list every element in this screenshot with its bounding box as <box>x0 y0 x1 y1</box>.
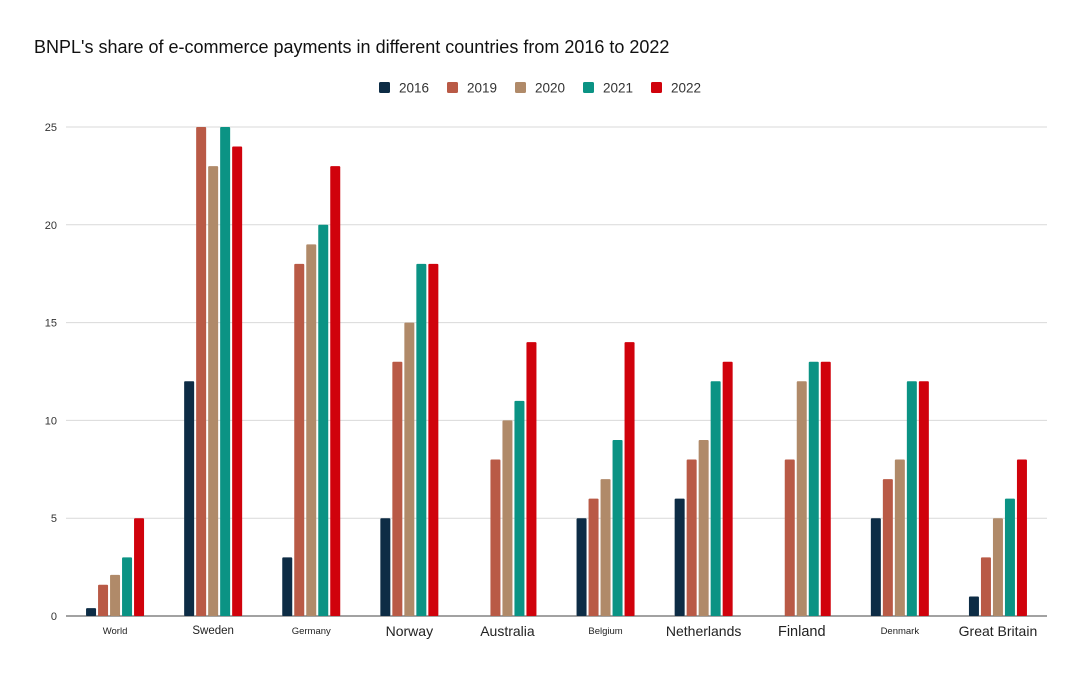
bar-denmark-2016 <box>870 518 881 616</box>
legend: 2016 2019 2020 2021 2022 <box>379 81 701 96</box>
bar-belgium-2022 <box>624 342 635 616</box>
bar-germany-2019 <box>294 263 305 616</box>
bar-germany-2021 <box>318 224 329 617</box>
bar-australia-2022 <box>526 342 537 616</box>
bar-world-2021 <box>122 557 133 616</box>
bar-netherlands-2022 <box>722 361 733 616</box>
bar-netherlands-2019 <box>686 459 697 616</box>
x-tick-label: Sweden <box>192 625 234 637</box>
x-tick-label: World <box>103 626 128 637</box>
bar-denmark-2019 <box>882 479 893 616</box>
legend-label: 2021 <box>603 81 633 96</box>
bar-sweden-2020 <box>208 166 219 616</box>
bar-world-2016 <box>86 608 97 616</box>
bar-norway-2022 <box>428 263 439 616</box>
bar-sweden-2016 <box>184 381 195 616</box>
x-tick-label: Denmark <box>881 626 920 637</box>
bar-denmark-2020 <box>894 459 905 616</box>
chart-title: BNPL's share of e-commerce payments in d… <box>34 37 670 57</box>
x-axis-ticks: World Sweden Germany Norway Australia Belgium… <box>103 623 1038 640</box>
y-axis-ticks: 0 5 10 15 20 25 <box>45 122 57 623</box>
legend-label: 2022 <box>671 81 701 96</box>
bar-belgium-2016 <box>576 518 587 616</box>
legend-swatch <box>515 82 526 93</box>
y-tick-label: 20 <box>45 220 57 232</box>
legend-label: 2019 <box>467 81 497 96</box>
bar-world-2020 <box>110 574 121 616</box>
bar-denmark-2021 <box>906 381 917 616</box>
bar-great-britain-2019 <box>980 557 991 616</box>
legend-swatch <box>583 82 594 93</box>
bar-sweden-2022 <box>232 146 243 616</box>
bar-australia-2019 <box>490 459 501 616</box>
y-tick-label: 5 <box>51 513 57 525</box>
bar-world-2022 <box>134 518 145 616</box>
legend-label: 2020 <box>535 81 565 96</box>
x-tick-label: Netherlands <box>666 623 742 639</box>
x-tick-label: Germany <box>292 626 331 637</box>
x-tick-label: Belgium <box>588 626 622 637</box>
y-tick-label: 15 <box>45 318 57 330</box>
bar-finland-2019 <box>784 459 795 616</box>
x-tick-label: Finland <box>778 624 826 640</box>
bar-great-britain-2022 <box>1016 459 1027 616</box>
legend-label: 2016 <box>399 81 429 96</box>
legend-swatch <box>651 82 662 93</box>
gridlines <box>66 126 1047 617</box>
x-tick-label: Norway <box>386 623 433 639</box>
bar-finland-2020 <box>796 381 807 616</box>
y-tick-label: 25 <box>45 122 57 134</box>
bar-denmark-2022 <box>918 381 929 616</box>
bar-netherlands-2020 <box>698 439 709 616</box>
bar-netherlands-2016 <box>674 498 685 616</box>
bar-world-2019 <box>98 584 109 616</box>
bar-finland-2022 <box>820 361 831 616</box>
bar-germany-2020 <box>306 244 317 617</box>
bar-great-britain-2020 <box>992 518 1003 616</box>
bar-norway-2021 <box>416 263 427 616</box>
bar-norway-2020 <box>404 322 415 616</box>
bar-belgium-2021 <box>612 439 623 616</box>
y-tick-label: 10 <box>45 415 57 427</box>
bar-finland-2021 <box>808 361 819 616</box>
bar-germany-2016 <box>282 557 293 616</box>
bar-australia-2020 <box>502 420 513 616</box>
bar-netherlands-2021 <box>710 381 721 616</box>
bar-norway-2019 <box>392 361 403 616</box>
bar-australia-2021 <box>514 400 525 616</box>
x-tick-label: Australia <box>480 623 535 639</box>
bars <box>86 127 1027 617</box>
bar-sweden-2021 <box>220 127 231 616</box>
bar-belgium-2020 <box>600 479 611 616</box>
bar-great-britain-2016 <box>968 596 979 616</box>
legend-swatch <box>447 82 458 93</box>
bar-norway-2016 <box>380 518 391 616</box>
y-tick-label: 0 <box>51 611 57 623</box>
legend-swatch <box>379 82 390 93</box>
x-tick-label: Great Britain <box>959 623 1038 639</box>
bar-belgium-2019 <box>588 498 599 616</box>
bar-germany-2022 <box>330 166 341 616</box>
bar-great-britain-2021 <box>1004 498 1015 616</box>
bar-sweden-2019 <box>196 127 207 616</box>
